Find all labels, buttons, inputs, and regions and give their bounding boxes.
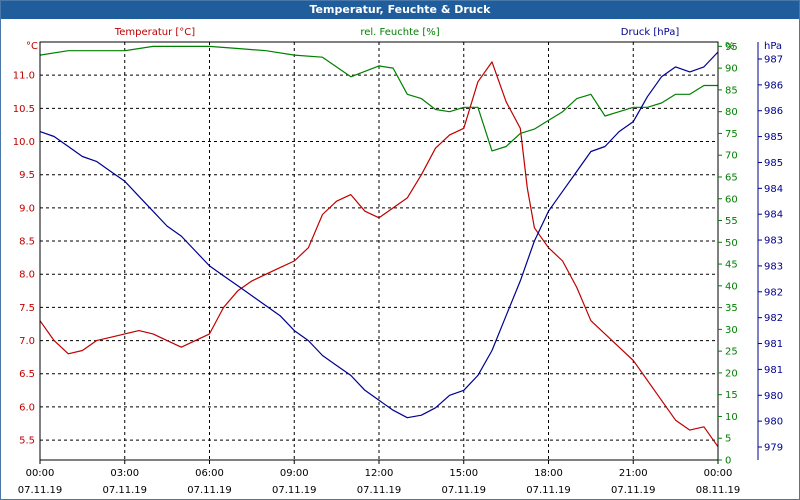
x-tick-label-date: 07.11.19 xyxy=(611,485,656,496)
temperature-tick-label: 6.5 xyxy=(19,369,35,380)
temperature-tick-label: 10.5 xyxy=(13,104,35,115)
humidity-tick-label: 90 xyxy=(725,64,738,75)
temperature-tick-label: 6.0 xyxy=(19,402,35,413)
temperature-series-line xyxy=(39,61,719,448)
axes xyxy=(39,41,762,464)
humidity-tick-label: 30 xyxy=(725,325,738,336)
humidity-tick-label: 50 xyxy=(725,238,738,249)
pressure-tick-label: 986 xyxy=(764,80,783,91)
pressure-tick-label: 983 xyxy=(764,236,783,247)
humidity-tick-label: 55 xyxy=(725,216,738,227)
temperature-tick-label: 9.5 xyxy=(19,170,35,181)
pressure-tick-label: 981 xyxy=(764,339,783,350)
temperature-axis-label: Temperatur [°C] xyxy=(114,27,195,38)
x-tick-label-date: 07.11.19 xyxy=(102,485,147,496)
x-tick-label-date: 08.11.19 xyxy=(696,485,741,496)
humidity-tick-label: 80 xyxy=(725,107,738,118)
pressure-tick-label: 985 xyxy=(764,132,783,143)
axis-labels: 00:00 07.11.19 03:00 07.11.19 06:00 07.11.19 0… xyxy=(13,27,783,496)
humidity-unit: % xyxy=(725,41,735,52)
humidity-tick-label: 25 xyxy=(725,347,738,358)
humidity-tick-label: 35 xyxy=(725,303,738,314)
x-tick-label-date: 07.11.19 xyxy=(526,485,571,496)
temperature-tick-label: 11.0 xyxy=(13,71,35,82)
pressure-tick-label: 985 xyxy=(764,158,783,169)
temperature-tick-label: 5.5 xyxy=(19,436,35,447)
x-tick-label-time: 03:00 xyxy=(110,468,139,479)
pressure-tick-label: 981 xyxy=(764,365,783,376)
x-tick-label-date: 07.11.19 xyxy=(187,485,232,496)
pressure-tick-label: 980 xyxy=(764,417,783,428)
pressure-tick-label: 986 xyxy=(764,106,783,117)
humidity-tick-label: 45 xyxy=(725,260,738,271)
humidity-tick-label: 40 xyxy=(725,281,738,292)
temperature-tick-label: 10.0 xyxy=(13,137,35,148)
humidity-series-line xyxy=(39,45,718,152)
temperature-tick-label: 9.0 xyxy=(19,203,35,214)
x-tick-label-date: 07.11.19 xyxy=(357,485,402,496)
pressure-tick-label: 982 xyxy=(764,287,783,298)
series-lines xyxy=(39,45,719,448)
pressure-tick-label: 980 xyxy=(764,391,783,402)
humidity-tick-label: 75 xyxy=(725,129,738,140)
humidity-axis-label: rel. Feuchte [%] xyxy=(360,27,439,38)
x-tick-label-date: 07.11.19 xyxy=(272,485,317,496)
x-tick-label-time: 18:00 xyxy=(534,468,563,479)
x-tick-label-date: 07.11.19 xyxy=(18,485,63,496)
x-tick-label-time: 09:00 xyxy=(280,468,309,479)
grid-lines xyxy=(40,42,718,460)
x-tick-label-time: 06:00 xyxy=(195,468,224,479)
pressure-tick-label: 987 xyxy=(764,55,783,66)
humidity-tick-label: 65 xyxy=(725,172,738,183)
humidity-tick-label: 15 xyxy=(725,390,738,401)
humidity-tick-label: 95 xyxy=(725,42,738,53)
temperature-tick-label: 8.5 xyxy=(19,237,35,248)
humidity-tick-label: 60 xyxy=(725,194,738,205)
pressure-tick-label: 984 xyxy=(764,184,783,195)
x-tick-label-time: 00:00 xyxy=(26,468,55,479)
x-tick-label-date: 07.11.19 xyxy=(441,485,486,496)
humidity-tick-label: 70 xyxy=(725,151,738,162)
humidity-tick-label: 10 xyxy=(725,412,738,423)
temperature-tick-label: 7.0 xyxy=(19,336,35,347)
pressure-tick-label: 982 xyxy=(764,313,783,324)
pressure-tick-label: 979 xyxy=(764,443,783,454)
pressure-unit: hPa xyxy=(764,41,782,52)
temperature-tick-label: 7.5 xyxy=(19,303,35,314)
humidity-tick-label: 85 xyxy=(725,85,738,96)
window-title: Temperatur, Feuchte & Druck xyxy=(1,1,799,19)
x-tick-label-time: 21:00 xyxy=(619,468,648,479)
temperature-tick-label: 8.0 xyxy=(19,270,35,281)
humidity-tick-label: 20 xyxy=(725,368,738,379)
humidity-tick-label: 5 xyxy=(725,434,731,445)
x-tick-label-time: 15:00 xyxy=(449,468,478,479)
pressure-tick-label: 983 xyxy=(764,261,783,272)
x-tick-label-time: 00:00 xyxy=(704,468,733,479)
pressure-tick-label: 984 xyxy=(764,210,783,221)
pressure-axis-label: Druck [hPa] xyxy=(621,27,680,38)
x-tick-label-time: 12:00 xyxy=(365,468,394,479)
humidity-tick-label: 0 xyxy=(725,456,731,467)
temperature-unit: °C xyxy=(26,41,38,52)
